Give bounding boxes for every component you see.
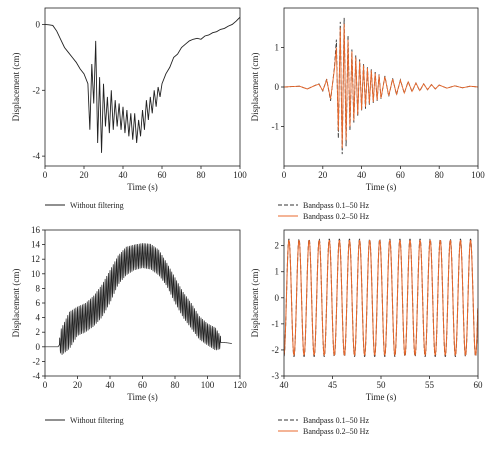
series-line-1 — [45, 16, 240, 153]
legend-label: Bandpass 0.1–50 Hz — [303, 201, 369, 210]
x-tick-label: 0 — [43, 380, 48, 390]
y-tick-label: -3 — [272, 371, 280, 381]
y-axis-label: Displacement (cm) — [11, 269, 21, 338]
x-tick-label: 40 — [106, 380, 116, 390]
series-line-2 — [284, 23, 478, 149]
y-tick-label: 0 — [36, 19, 41, 29]
y-tick-label: 1 — [275, 267, 280, 277]
y-tick-label: 14 — [31, 240, 41, 250]
chart-panel-1: 0 20 40 60 80 100 0 -2 -4 Time (s) Displacement (c… — [11, 7, 247, 210]
x-tick-label: 20 — [73, 380, 83, 390]
x-tick-label: 80 — [171, 380, 181, 390]
x-axis-label: Time (s) — [127, 182, 157, 192]
x-axis-label: Time (s) — [127, 392, 157, 402]
x-tick-label: 60 — [158, 170, 168, 180]
y-tick-label: 8 — [36, 283, 41, 293]
x-tick-label: 100 — [471, 170, 485, 180]
x-tick-label: 50 — [377, 380, 387, 390]
x-tick-label: 0 — [43, 170, 48, 180]
x-tick-label: 45 — [328, 380, 338, 390]
plot-frame — [283, 7, 479, 167]
y-axis-label: Displacement (cm) — [250, 53, 260, 122]
plot-frame — [44, 7, 241, 167]
y-tick-label: 2 — [36, 327, 41, 337]
y-tick-label: -2 — [272, 345, 280, 355]
y-tick-label: 1 — [275, 43, 280, 53]
legend-label: Bandpass 0.2–50 Hz — [303, 212, 369, 221]
y-tick-label: 6 — [36, 298, 41, 308]
legend-label: Without filtering — [70, 416, 124, 425]
y-tick-label: 4 — [36, 313, 41, 323]
x-tick-label: 40 — [280, 380, 290, 390]
legend-label: Bandpass 0.2–50 Hz — [303, 427, 369, 436]
x-tick-label: 60 — [474, 380, 484, 390]
x-tick-label: 60 — [138, 380, 148, 390]
x-tick-label: 0 — [282, 170, 287, 180]
chart-panel-3: 0 20 40 60 80 100 120 -4 -2 0 2 4 6 8 10 12 14 16 Time (s)… — [11, 225, 247, 425]
y-axis-label: Displacement (cm) — [11, 53, 21, 122]
x-tick-label: 80 — [197, 170, 207, 180]
series-line-without-filtering — [45, 243, 232, 355]
chart-panel-4: 40 45 50 55 60 -3 -2 -1 0 1 2 Time (s) Displacement … — [250, 229, 484, 436]
y-tick-label: 2 — [275, 241, 280, 251]
y-tick-label: 16 — [31, 225, 41, 235]
legend-label: Without filtering — [70, 201, 124, 210]
x-tick-label: 100 — [233, 170, 247, 180]
y-tick-label: -1 — [272, 319, 280, 329]
x-tick-label: 55 — [425, 380, 435, 390]
series-line-2 — [284, 240, 478, 356]
legend-label: Bandpass 0.1–50 Hz — [303, 416, 369, 425]
x-tick-label: 80 — [435, 170, 445, 180]
y-tick-label: -1 — [272, 122, 280, 132]
x-tick-label: 120 — [233, 380, 247, 390]
x-axis-label: Time (s) — [366, 392, 396, 402]
y-tick-label: -2 — [33, 85, 41, 95]
x-tick-label: 40 — [119, 170, 129, 180]
x-tick-label: 100 — [201, 380, 215, 390]
y-tick-label: 0 — [275, 82, 280, 92]
y-tick-label: 0 — [275, 293, 280, 303]
x-tick-label: 20 — [80, 170, 90, 180]
y-tick-label: 12 — [31, 254, 40, 264]
y-tick-label: -4 — [33, 151, 41, 161]
x-tick-label: 40 — [357, 170, 367, 180]
y-tick-label: 10 — [31, 269, 41, 279]
x-axis-label: Time (s) — [366, 182, 396, 192]
y-axis-label: Displacement (cm) — [250, 269, 260, 338]
y-tick-label: -4 — [33, 371, 41, 381]
chart-panel-2: 0 20 40 60 80 100 -1 0 1 Time (s) Displacement (cm… — [250, 7, 485, 221]
x-tick-label: 60 — [396, 170, 406, 180]
y-tick-label: -2 — [33, 356, 41, 366]
x-tick-label: 20 — [318, 170, 328, 180]
y-tick-label: 0 — [36, 342, 41, 352]
